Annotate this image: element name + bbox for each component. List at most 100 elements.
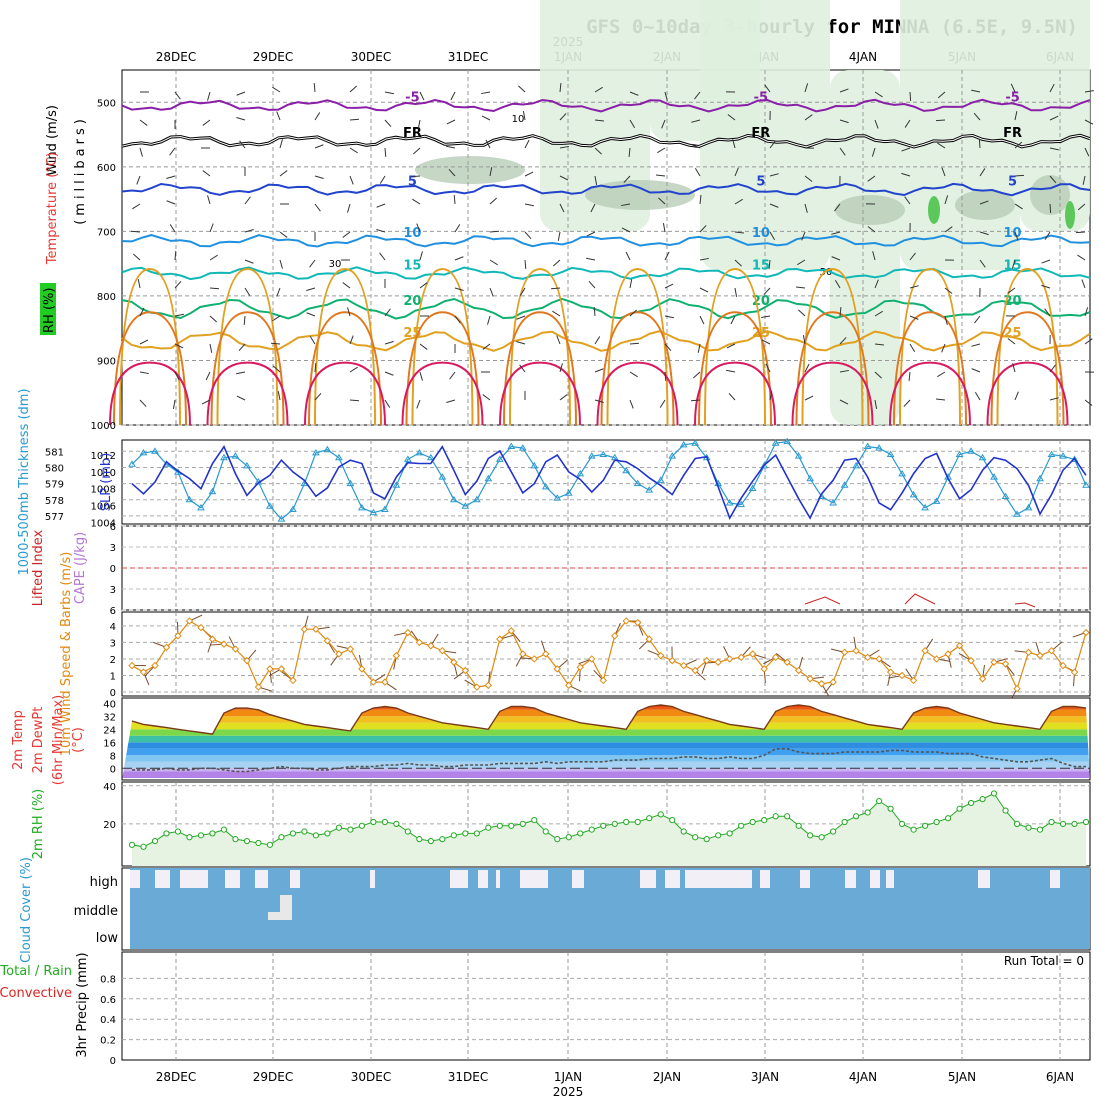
surface-isotherm-arch [210, 311, 285, 426]
wind-barb [306, 287, 316, 291]
rh2m-label: 2m RH (%) [31, 789, 46, 860]
wind10m-point [829, 678, 837, 686]
rh2m-point [703, 836, 710, 843]
wind-barb [419, 251, 423, 261]
year-label-bottom: 2025 [553, 1085, 584, 1099]
thickness-point [932, 497, 941, 504]
rh-high-spot [1065, 201, 1075, 229]
pressure-tick-1000: 1000 [91, 421, 116, 432]
wind-barb [661, 119, 666, 129]
wind-barb [586, 257, 596, 261]
wind-barb [489, 259, 498, 266]
cloud-ticks: high middle low [74, 875, 119, 946]
wind-barb [279, 139, 283, 149]
wind-barb [524, 139, 530, 149]
wind-barb [699, 287, 709, 293]
thickness-point [415, 448, 424, 456]
temp2m-tick-32: 32 [103, 712, 116, 723]
lifted-tick--3: 3 [110, 543, 116, 554]
wind-barb [172, 399, 176, 409]
wind-barb [935, 119, 946, 122]
thickness-point [438, 473, 447, 480]
surface-isotherm-arch [304, 361, 386, 426]
thickness-point [633, 479, 642, 487]
rh2m-point [784, 813, 791, 820]
rh-shading: 10 30 50 [329, 0, 1090, 425]
rh2m-point [450, 832, 457, 839]
wind-barb [692, 371, 701, 379]
wind-barb [419, 282, 428, 289]
wind10m-point [990, 658, 998, 666]
wind-barb [971, 343, 981, 347]
isotherm-label-10: 10 [752, 226, 770, 241]
wind-barb [1041, 284, 1051, 289]
wind-barb [769, 391, 773, 401]
wind10m-point [771, 653, 780, 662]
wind10m-point [852, 646, 860, 655]
thickness-point [1036, 474, 1044, 482]
minmax-label: (6hr Min/Max) [51, 695, 66, 785]
wind-barb [935, 398, 946, 401]
wind-barb [761, 339, 771, 345]
wind-barb [802, 335, 806, 345]
slp-tick-1008: 1008 [91, 485, 116, 496]
cloud-gap-high [155, 870, 170, 888]
rh2m-point [289, 830, 297, 837]
thickness-point [541, 482, 550, 490]
precip-tick-0.6: 0.6 [100, 995, 116, 1006]
rh2m-point [174, 828, 182, 835]
wind10m-point [323, 637, 332, 645]
wind-barb [909, 91, 912, 102]
wind-barb [804, 83, 809, 93]
lifted-tick-0: 0 [110, 564, 116, 575]
thickness-point [909, 490, 918, 498]
thickness-tick-577: 577 [45, 512, 64, 523]
wind-barb [314, 362, 317, 373]
thickness-point [875, 444, 883, 451]
wind10m-point [185, 617, 194, 625]
rh2m-lines [128, 790, 1090, 866]
rh2m-point [554, 836, 561, 843]
wind-barb [971, 368, 981, 373]
temp2m-lines [122, 704, 1090, 773]
cloud-gap-high [255, 870, 268, 888]
date-bottom-5JAN: 5JAN [948, 1070, 976, 1084]
wind-barb [901, 172, 911, 177]
thickness-point [794, 452, 803, 459]
temperature-band [122, 748, 1090, 756]
wind-barb [132, 253, 141, 261]
wind-barb [769, 173, 779, 177]
wind-barb [664, 251, 670, 261]
wind-barb [944, 226, 953, 233]
wind-barb [594, 175, 598, 185]
precip-panel: 0 0.2 0.4 0.6 0.8 Run Total = 0 3hr Precip (… [0, 951, 1091, 1067]
wind-barb [174, 313, 184, 317]
wind-barb [384, 341, 394, 345]
cloud-gap-high [520, 870, 548, 888]
wind-barb [1049, 364, 1056, 373]
surface-isotherm-arch [990, 311, 1065, 426]
thickness-point [921, 503, 929, 511]
wind-barb [1014, 174, 1025, 177]
thickness-point [990, 473, 998, 480]
thickness-point [668, 452, 677, 459]
wind-barb [342, 231, 351, 238]
wind-barb [446, 119, 456, 125]
wind10m-point [335, 650, 343, 658]
wind-barb [174, 91, 181, 100]
wind-barb [489, 287, 494, 297]
wind-barb [699, 257, 709, 261]
rh2m-point [1071, 820, 1078, 828]
rh2m-point [151, 837, 159, 845]
date-bottom-30DEC: 30DEC [351, 1070, 391, 1084]
thickness-point [622, 466, 631, 474]
wind-barb [586, 231, 596, 237]
thickness-point [863, 442, 872, 449]
rh2m-point [1082, 818, 1090, 826]
wind-barb [594, 86, 603, 93]
slp-tick-1012: 1012 [91, 451, 116, 462]
dewpt2m-line [132, 747, 1086, 773]
wind-barb [690, 399, 701, 402]
